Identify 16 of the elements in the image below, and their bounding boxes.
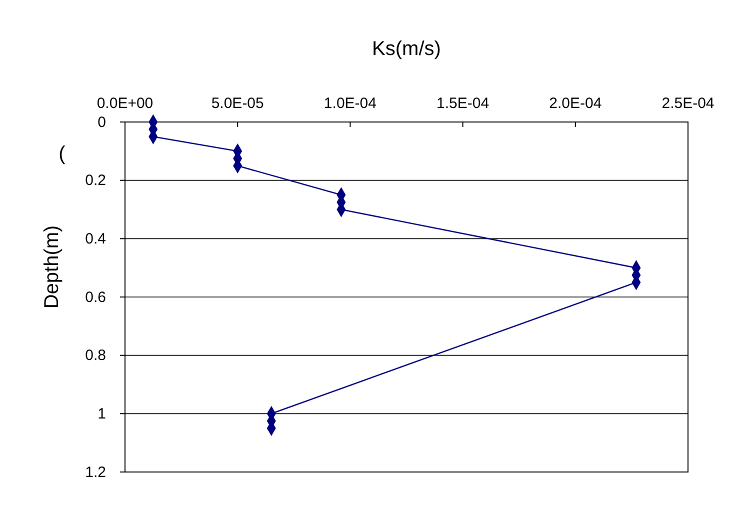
- y-axis-title: Depth(m): [41, 225, 63, 309]
- y-tick-label: 0.6: [85, 288, 106, 306]
- y-tick-label: 1.2: [85, 464, 106, 481]
- x-tick-label: 2.5E-04: [662, 95, 714, 112]
- y-tick-label: 0.2: [85, 172, 106, 190]
- x-tick-label: 2.0E-04: [549, 95, 602, 112]
- x-tick-label: 5.0E-05: [211, 95, 264, 112]
- y-tick-label: 0.8: [85, 347, 106, 364]
- y-tick-label: 0: [98, 114, 106, 131]
- x-axis-title: Ks(m/s): [372, 38, 441, 60]
- x-tick-label: 1.5E-04: [436, 95, 490, 112]
- x-tick-label: 0.0E+00: [96, 95, 154, 112]
- y-tick-label: 1: [98, 405, 106, 422]
- y-tick-label: 0.4: [85, 230, 106, 248]
- x-tick-label: 1.0E-04: [324, 95, 376, 112]
- text: (: [58, 143, 66, 165]
